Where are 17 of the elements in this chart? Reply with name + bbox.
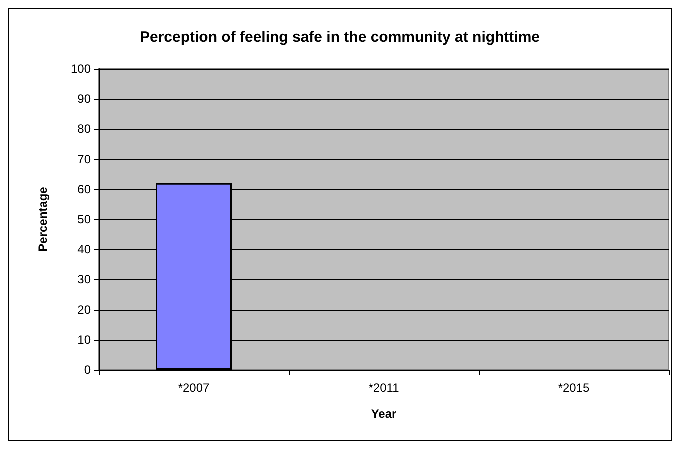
y-tick-label: 0 (84, 363, 92, 377)
x-tick-label: *2011 (368, 381, 400, 395)
x-tick-label: *2015 (558, 381, 590, 395)
y-tick-label: 50 (78, 212, 92, 226)
y-axis-title: Percentage (36, 186, 50, 252)
y-tick-label: 80 (78, 122, 92, 136)
x-tick-label: *2007 (178, 381, 210, 395)
y-tick-label: 10 (78, 332, 92, 347)
x-axis-title: Year (371, 407, 398, 421)
y-tick-label: 30 (78, 272, 92, 287)
y-tick-label: 70 (78, 152, 92, 166)
y-tick-label: 20 (78, 302, 92, 317)
y-tick-label: 100 (70, 62, 92, 76)
chart-title: Perception of feeling safe in the community at nighttime (140, 29, 540, 46)
y-tick-label: 60 (78, 182, 92, 196)
y-tick-label: 90 (78, 92, 92, 106)
y-tick-label: 40 (78, 242, 92, 257)
